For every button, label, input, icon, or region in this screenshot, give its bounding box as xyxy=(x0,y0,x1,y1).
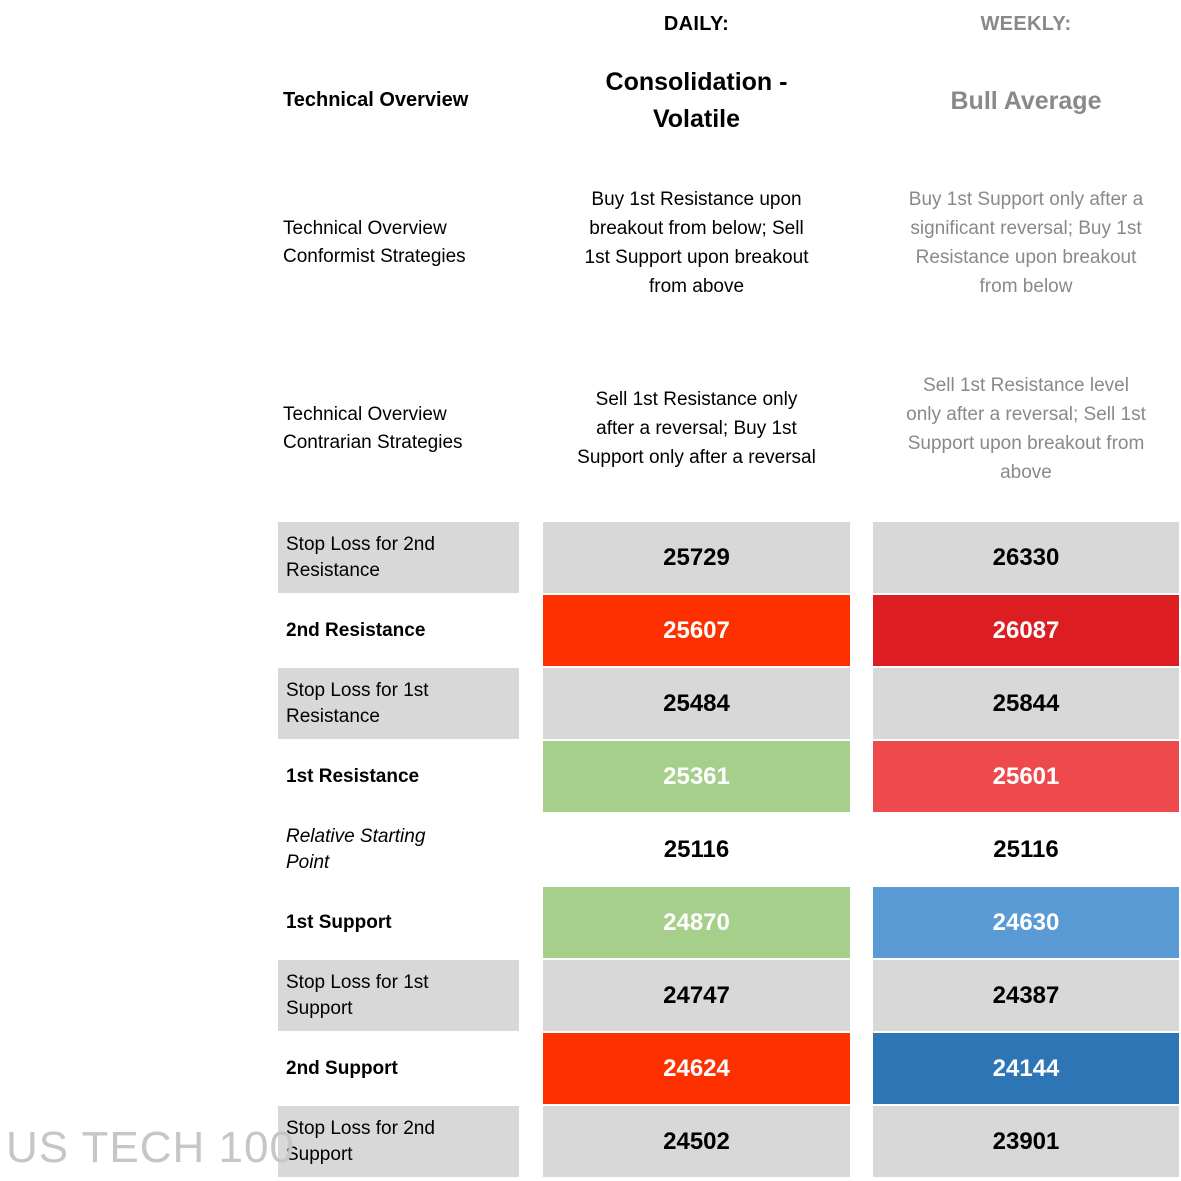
table-row: Stop Loss for 1st Support 24747 24387 xyxy=(0,960,1181,1031)
daily-value: 24624 xyxy=(543,1033,850,1104)
weekly-value: 25844 xyxy=(873,668,1179,739)
row-label-2nd-support: 2nd Support xyxy=(286,1057,398,1079)
weekly-value: 25601 xyxy=(873,741,1179,812)
weekly-value: 23901 xyxy=(873,1106,1179,1177)
daily-value: 25484 xyxy=(543,668,850,739)
table-row: 2nd Support 24624 24144 xyxy=(0,1033,1181,1104)
row-label-1st-resistance: 1st Resistance xyxy=(286,765,420,787)
conformist-row-label: Technical Overview Conformist Strategies xyxy=(283,217,466,267)
daily-value: 24870 xyxy=(543,887,850,958)
daily-contrarian-strategy: Sell 1st Resistance only after a reversa… xyxy=(577,389,816,468)
daily-value: 24502 xyxy=(543,1106,850,1177)
table-row: Stop Loss for 1st Resistance 25484 25844 xyxy=(0,668,1181,739)
table-row: 1st Support 24870 24630 xyxy=(0,887,1181,958)
daily-condition-box: Consolidation - Volatile xyxy=(543,62,850,140)
levels-table: Stop Loss for 2nd Resistance 25729 26330… xyxy=(0,522,1181,1179)
row-label-relative-starting-point: Relative Starting Point xyxy=(286,825,426,873)
daily-value: 24747 xyxy=(543,960,850,1031)
weekly-contrarian-cell: Sell 1st Resistance level only after a r… xyxy=(873,356,1179,501)
weekly-value: 24387 xyxy=(873,960,1179,1031)
table-row: Relative Starting Point 25116 25116 xyxy=(0,814,1181,885)
daily-contrarian-cell: Sell 1st Resistance only after a reversa… xyxy=(543,356,850,501)
instrument-watermark: US TECH 100 xyxy=(6,1123,295,1172)
weekly-contrarian-strategy: Sell 1st Resistance level only after a r… xyxy=(906,374,1146,483)
row-label-stop-loss-1st-support: Stop Loss for 1st Support xyxy=(278,960,519,1031)
daily-value: 25729 xyxy=(543,522,850,593)
weekly-condition-box: Bull Average xyxy=(873,62,1179,140)
weekly-value: 26087 xyxy=(873,595,1179,666)
weekly-condition: Bull Average xyxy=(950,86,1102,115)
daily-conformist-cell: Buy 1st Resistance upon breakout from be… xyxy=(543,170,850,315)
daily-condition: Consolidation - Volatile xyxy=(605,68,788,133)
table-row: 1st Resistance 25361 25601 xyxy=(0,741,1181,812)
weekly-value: 24630 xyxy=(873,887,1179,958)
table-row: Stop Loss for 2nd Support 24502 23901 xyxy=(0,1106,1181,1177)
weekly-value: 26330 xyxy=(873,522,1179,593)
weekly-conformist-cell: Buy 1st Support only after a significant… xyxy=(873,170,1179,315)
weekly-conformist-strategy: Buy 1st Support only after a significant… xyxy=(908,188,1144,297)
daily-value: 25361 xyxy=(543,741,850,812)
contrarian-strategies-row: Technical Overview Contrarian Strategies… xyxy=(0,356,1181,501)
table-row: 2nd Resistance 25607 26087 xyxy=(0,595,1181,666)
technical-overview-heading: Technical Overview xyxy=(283,88,469,111)
row-label-2nd-resistance: 2nd Resistance xyxy=(286,619,426,641)
row-label-1st-support: 1st Support xyxy=(286,911,392,933)
row-label-stop-loss-2nd-resistance: Stop Loss for 2nd Resistance xyxy=(278,522,519,593)
row-label-stop-loss-1st-resistance: Stop Loss for 1st Resistance xyxy=(278,668,519,739)
daily-column-header: DAILY: xyxy=(663,13,730,35)
contrarian-row-label-cell: Technical Overview Contrarian Strategies xyxy=(283,356,518,501)
daily-value: 25607 xyxy=(543,595,850,666)
table-row: Stop Loss for 2nd Resistance 25729 26330 xyxy=(0,522,1181,593)
weekly-column-header: WEEKLY: xyxy=(980,13,1072,35)
conformist-row-label-cell: Technical Overview Conformist Strategies xyxy=(283,170,518,315)
conformist-strategies-row: Technical Overview Conformist Strategies… xyxy=(0,170,1181,315)
daily-value: 25116 xyxy=(663,835,730,863)
row-label-stop-loss-2nd-support: Stop Loss for 2nd Support xyxy=(278,1106,519,1177)
daily-conformist-strategy: Buy 1st Resistance upon breakout from be… xyxy=(584,188,809,297)
weekly-value: 25116 xyxy=(993,835,1059,863)
contrarian-row-label: Technical Overview Contrarian Strategies xyxy=(283,403,463,453)
weekly-value: 24144 xyxy=(873,1033,1179,1104)
